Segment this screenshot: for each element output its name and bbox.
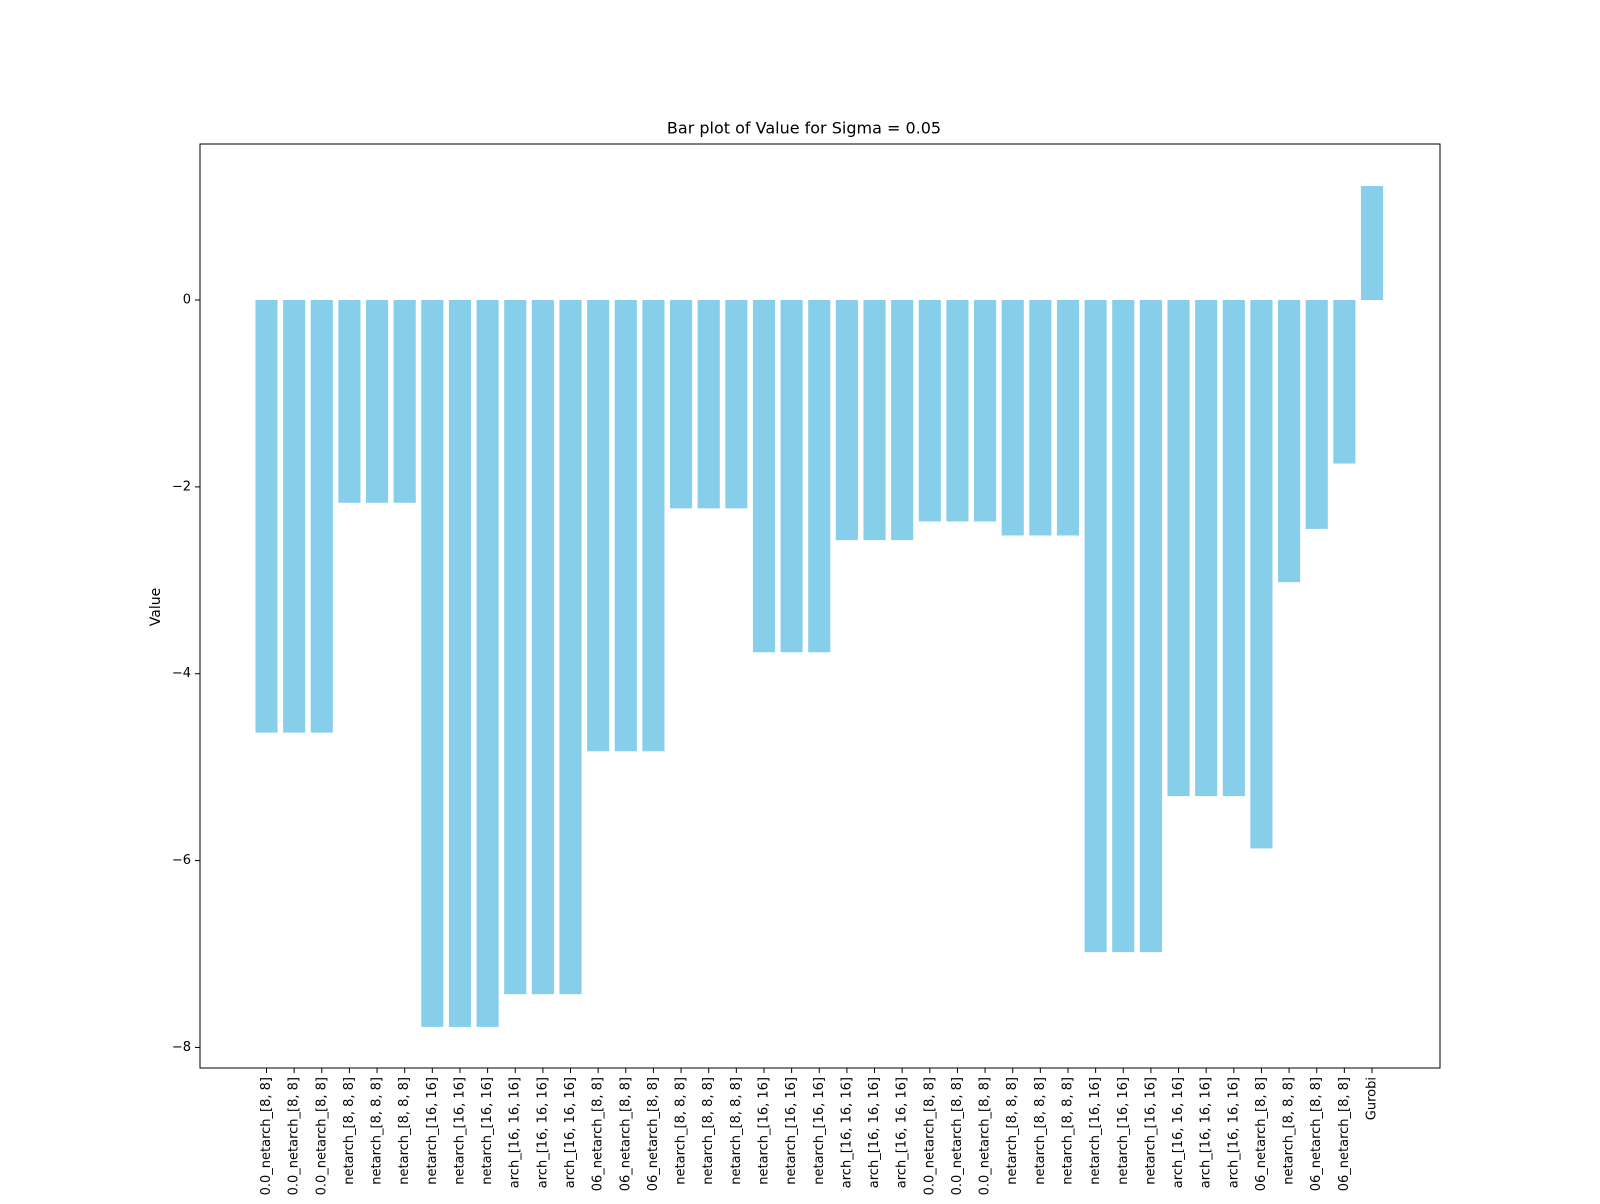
x-tick-label: netarch_[16, 16]	[784, 1077, 799, 1185]
x-tick-label: netarch_[16, 16]	[812, 1077, 827, 1185]
plot-area-frame	[199, 143, 1441, 1069]
x-tick-label: 06_netarch_[8, 8]	[591, 1077, 606, 1191]
bar	[891, 300, 914, 541]
y-tick-label: −4	[172, 666, 191, 681]
bar	[1029, 300, 1052, 536]
x-tick-label: netarch_[8, 8, 8]	[370, 1077, 385, 1185]
x-tick-label: netarch_[16, 16]	[1116, 1077, 1131, 1185]
bar	[863, 300, 886, 541]
y-tick-label: −8	[172, 1040, 191, 1055]
bar	[697, 300, 720, 509]
bar	[1167, 300, 1190, 797]
x-tick-label: netarch_[16, 16]	[452, 1077, 467, 1185]
x-tick-label: netarch_[8, 8, 8]	[1005, 1077, 1020, 1185]
y-axis-ticks: 0 −2 −4 −6 −8	[172, 293, 200, 1055]
x-tick-label: 0.0_netarch_[8, 8]	[950, 1077, 965, 1195]
bar	[1001, 300, 1024, 536]
x-tick-label: netarch_[16, 16]	[1143, 1077, 1158, 1185]
bar	[310, 300, 333, 733]
bar	[946, 300, 969, 522]
bar	[559, 300, 582, 995]
x-tick-label: netarch_[16, 16]	[756, 1077, 771, 1185]
bar	[255, 300, 278, 733]
bar	[614, 300, 637, 752]
bar	[725, 300, 748, 509]
bar	[1084, 300, 1107, 953]
x-tick-label: 0.0_netarch_[8, 8]	[259, 1077, 274, 1195]
bar	[752, 300, 776, 653]
x-tick-label: 0.0_netarch_[8, 8]	[287, 1077, 302, 1195]
bar	[338, 300, 361, 503]
x-tick-label: arch_[16, 16, 16]	[1171, 1077, 1186, 1188]
x-tick-label: netarch_[8, 8, 8]	[397, 1077, 412, 1185]
bar	[974, 300, 997, 522]
bar	[1250, 300, 1273, 849]
x-tick-label: netarch_[8, 8, 8]	[674, 1077, 689, 1185]
x-tick-label: netarch_[16, 16]	[1088, 1077, 1103, 1185]
x-tick-label: arch_[16, 16, 16]	[867, 1077, 882, 1188]
x-tick-label: 06_netarch_[8, 8]	[1309, 1077, 1324, 1191]
bar	[1195, 300, 1218, 797]
bar	[835, 300, 858, 541]
bar	[670, 300, 693, 509]
x-tick-label: arch_[16, 16, 16]	[1199, 1077, 1214, 1188]
bar	[642, 300, 665, 752]
bar	[476, 300, 499, 1027]
bar	[1305, 300, 1328, 529]
x-tick-label: arch_[16, 16, 16]	[895, 1077, 910, 1188]
y-tick-label: −6	[172, 853, 191, 868]
bar	[918, 300, 941, 522]
bar	[808, 300, 831, 653]
bar	[1360, 186, 1384, 301]
bar	[366, 300, 389, 503]
y-axis-label: Value	[148, 588, 164, 626]
bar	[531, 300, 554, 995]
bar	[1222, 300, 1245, 797]
bar	[448, 300, 472, 1027]
x-tick-label: netarch_[8, 8, 8]	[1282, 1077, 1297, 1185]
bar	[1278, 300, 1301, 583]
x-tick-label: netarch_[8, 8, 8]	[1033, 1077, 1048, 1185]
x-tick-label: netarch_[8, 8, 8]	[701, 1077, 716, 1185]
y-tick-label: −2	[172, 479, 191, 494]
bar	[1112, 300, 1135, 953]
bars-group	[255, 186, 1384, 1027]
x-tick-label: Gurobi	[1365, 1077, 1380, 1120]
x-tick-label: arch_[16, 16, 16]	[1226, 1077, 1241, 1188]
bar	[780, 300, 803, 653]
x-tick-label: arch_[16, 16, 16]	[508, 1077, 523, 1188]
chart-title: Bar plot of Value for Sigma = 0.05	[667, 119, 941, 138]
x-axis-ticks: 0.0_netarch_[8, 8] 0.0_netarch_[8, 8] 0.0_…	[259, 1068, 1380, 1195]
bar	[587, 300, 610, 752]
x-tick-label: arch_[16, 16, 16]	[839, 1077, 854, 1188]
bar	[1139, 300, 1162, 953]
x-tick-label: arch_[16, 16, 16]	[535, 1077, 550, 1188]
y-tick-label: 0	[183, 293, 191, 308]
x-tick-label: 06_netarch_[8, 8]	[1254, 1077, 1269, 1191]
x-tick-label: netarch_[16, 16]	[425, 1077, 440, 1185]
bar	[421, 300, 444, 1027]
bar	[1333, 300, 1356, 464]
bar	[393, 300, 416, 503]
x-tick-label: netarch_[8, 8, 8]	[729, 1077, 744, 1185]
x-tick-label: 06_netarch_[8, 8]	[646, 1077, 661, 1191]
x-tick-label: 0.0_netarch_[8, 8]	[978, 1077, 993, 1195]
x-tick-label: 06_netarch_[8, 8]	[1337, 1077, 1352, 1191]
bar	[283, 300, 306, 733]
x-tick-label: 0.0_netarch_[8, 8]	[922, 1077, 937, 1195]
x-tick-label: arch_[16, 16, 16]	[563, 1077, 578, 1188]
x-tick-label: netarch_[8, 8, 8]	[1060, 1077, 1075, 1185]
x-tick-label: 06_netarch_[8, 8]	[618, 1077, 633, 1191]
x-tick-label: netarch_[16, 16]	[480, 1077, 495, 1185]
x-tick-label: netarch_[8, 8, 8]	[342, 1077, 357, 1185]
bar	[504, 300, 527, 995]
x-tick-label: 0.0_netarch_[8, 8]	[314, 1077, 329, 1195]
bar	[1056, 300, 1080, 536]
